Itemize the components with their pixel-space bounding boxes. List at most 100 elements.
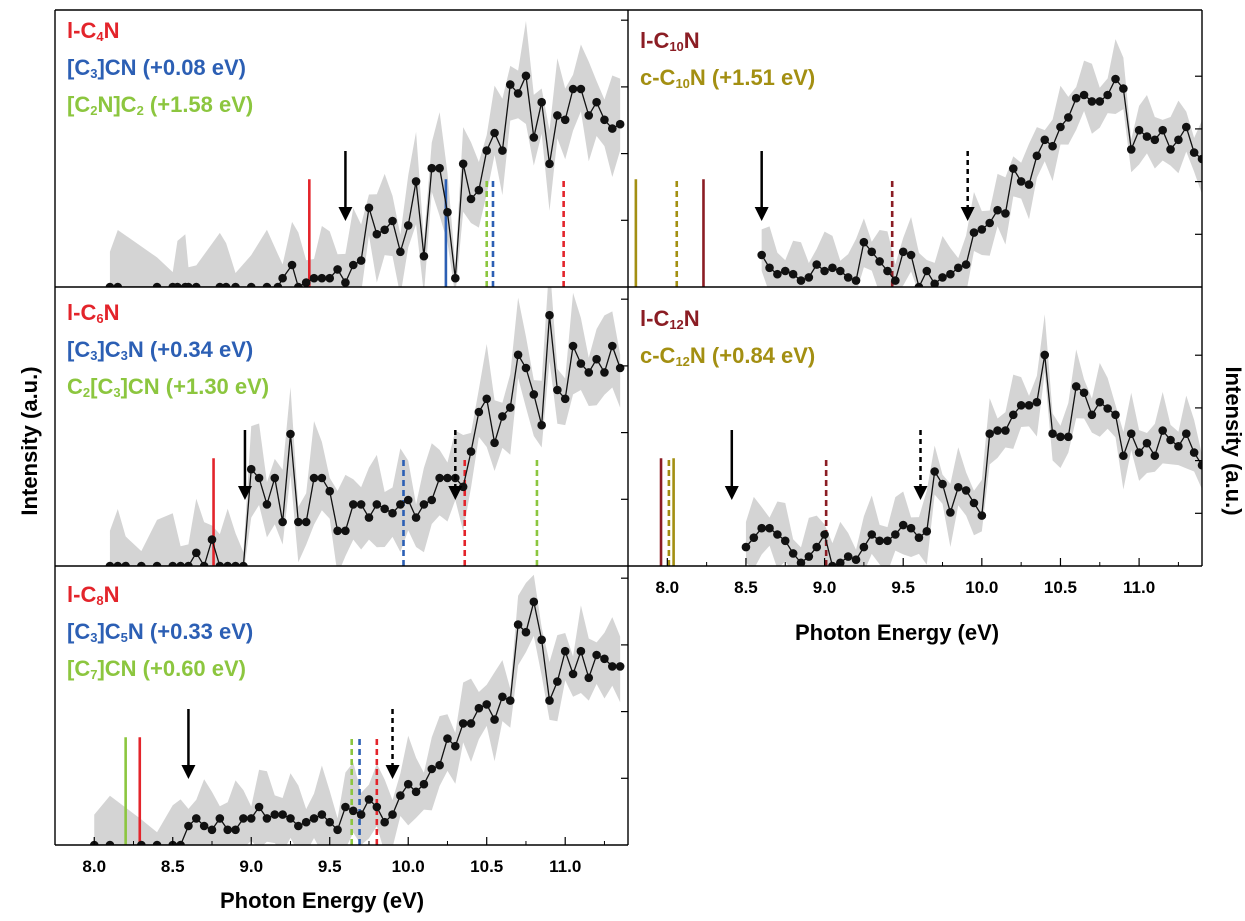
data-point [348, 806, 358, 816]
data-point [1189, 448, 1199, 457]
data-point [796, 276, 806, 285]
data-point [608, 662, 617, 671]
data-point [1111, 410, 1120, 420]
data-point [333, 265, 342, 274]
data-point [435, 760, 444, 770]
data-point [1134, 448, 1144, 457]
data-point [113, 561, 123, 566]
data-point [537, 635, 546, 645]
data-point [396, 500, 405, 509]
data-point [1064, 432, 1073, 442]
data-point [513, 620, 523, 629]
data-point [152, 561, 162, 566]
data-point [1064, 113, 1073, 122]
data-point [537, 420, 546, 430]
onset-arrow-head [724, 486, 739, 500]
data-point [1071, 93, 1081, 103]
panel-l-C10N [634, 39, 1202, 287]
data-point [828, 263, 837, 273]
data-point [466, 194, 476, 204]
data-point [273, 282, 283, 287]
data-point [1150, 135, 1160, 145]
data-point [1079, 90, 1089, 100]
panel-plot-area [89, 574, 625, 845]
legend-label-l-C8N: [C7]CN (+0.60 eV) [67, 656, 247, 682]
data-point [584, 368, 594, 377]
data-point [184, 561, 193, 566]
data-point [993, 426, 1002, 435]
data-point [239, 561, 248, 566]
data-point [246, 464, 256, 474]
data-point [969, 228, 979, 237]
data-point [380, 817, 389, 827]
legend-label-l-C6N: [C3]C3N (+0.34 eV) [67, 337, 254, 363]
data-point [482, 394, 492, 404]
data-point [419, 251, 429, 261]
legend-label-l-C10N: l-C10N [640, 28, 700, 54]
data-point [113, 282, 123, 287]
data-point [568, 669, 578, 679]
data-point [545, 159, 554, 169]
data-point [372, 500, 382, 509]
data-point [262, 282, 272, 287]
data-point [388, 810, 397, 819]
data-point [262, 500, 272, 509]
data-point [977, 511, 987, 520]
data-point [1008, 410, 1018, 420]
data-point [137, 840, 146, 845]
data-point [788, 549, 798, 558]
data-point [1166, 435, 1175, 445]
data-point [176, 840, 185, 845]
panel-plot-area [634, 39, 1202, 287]
data-point [883, 266, 892, 276]
data-point [1142, 438, 1152, 448]
data-point [804, 273, 814, 282]
data-point [223, 561, 232, 566]
data-point [513, 89, 523, 98]
data-point [372, 802, 382, 812]
onset-arrow-head [385, 765, 400, 779]
data-point [600, 654, 609, 664]
data-point [278, 273, 287, 283]
data-point [780, 266, 790, 276]
data-point [173, 282, 182, 287]
x-tick-label: 9.0 [813, 578, 837, 597]
data-point [961, 260, 971, 269]
data-point [184, 821, 193, 831]
data-point [215, 814, 225, 823]
data-point [1158, 426, 1167, 435]
data-point [560, 115, 570, 125]
data-point [1040, 135, 1050, 145]
data-point [356, 500, 366, 509]
data-point [560, 394, 570, 404]
figure-frame: 8.0 8.5 9.0 9.5 10.0 10.5 11.0 8.0 8.5 9.0 9.5 10.0… [54, 9, 1203, 876]
data-point [529, 133, 539, 142]
data-point [969, 498, 979, 508]
data-point [152, 282, 162, 287]
legend-label-l-C6N: C2[C3]CN (+1.30 eV) [67, 374, 270, 400]
data-point [930, 467, 939, 476]
data-point [505, 696, 515, 705]
data-point [812, 260, 822, 269]
data-point [1008, 164, 1018, 173]
data-point [773, 269, 782, 279]
data-point [294, 517, 303, 527]
data-point [105, 840, 115, 845]
data-point [498, 692, 507, 702]
data-point [254, 473, 264, 483]
data-point [576, 84, 586, 94]
data-point [553, 677, 562, 686]
data-point [1048, 141, 1057, 151]
data-point [482, 700, 492, 709]
data-point [451, 273, 460, 283]
data-point [859, 542, 869, 552]
data-point [521, 627, 531, 637]
data-point [1016, 401, 1026, 410]
data-point [152, 840, 162, 845]
data-point [309, 814, 319, 823]
data-point [977, 225, 987, 234]
panel-l-C12N [659, 314, 1202, 566]
data-point [1079, 388, 1089, 398]
data-point [411, 177, 421, 186]
